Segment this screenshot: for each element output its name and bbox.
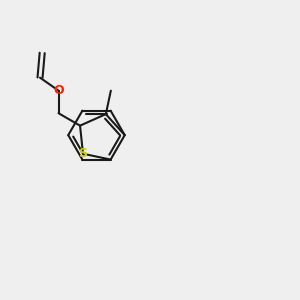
Text: S: S (79, 147, 88, 160)
Text: O: O (53, 84, 64, 97)
